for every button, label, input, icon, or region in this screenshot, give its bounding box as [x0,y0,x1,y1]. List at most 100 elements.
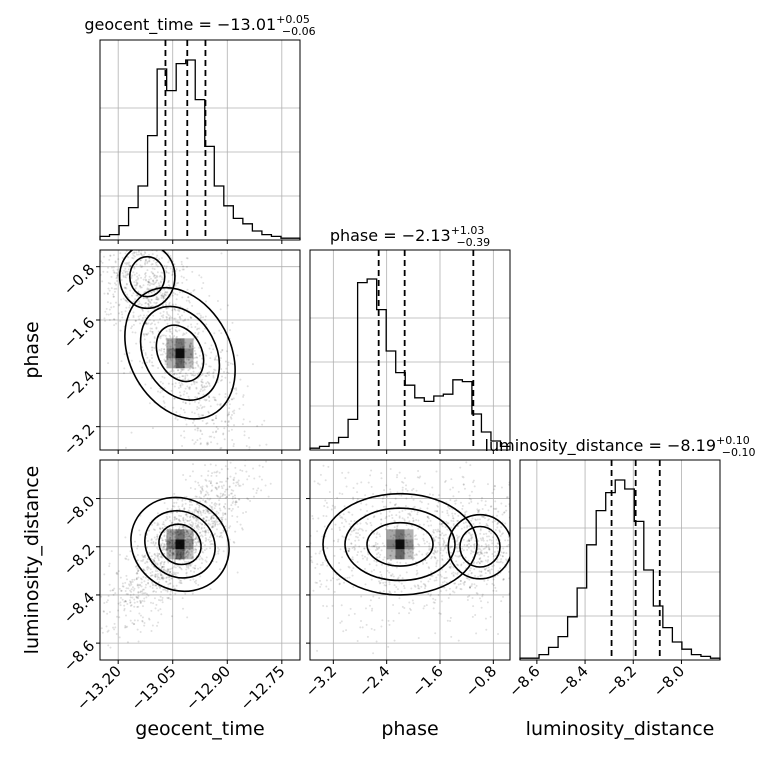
sample-point [268,466,270,468]
sample-point [420,585,423,588]
sample-point [153,323,156,326]
sample-point [185,545,188,548]
sample-point [216,535,219,538]
sample-point [463,583,466,586]
sample-point [162,577,165,580]
sample-point [215,487,218,490]
sample-point [182,518,185,521]
sample-point [399,561,402,564]
sample-point [111,245,113,247]
sample-point [413,584,416,587]
sample-point [231,507,234,510]
sample-point [163,501,166,504]
sample-point [162,304,165,307]
sample-point [166,290,169,293]
sample-point [178,376,181,379]
sample-point [499,567,502,570]
sample-point [176,565,179,568]
sample-point [430,593,433,596]
sample-point [226,468,229,471]
sample-point [388,583,391,586]
sample-point [475,562,478,565]
sample-point [160,560,163,563]
sample-point [211,508,214,511]
sample-point [368,563,371,566]
sample-point [158,275,161,278]
sample-point [163,264,166,267]
sample-point [147,310,150,313]
sample-point [206,497,209,500]
sample-point [197,521,200,524]
sample-point [161,334,164,337]
sample-point [384,528,387,531]
sample-point [215,494,218,497]
sample-point [196,536,199,539]
sample-point [243,555,245,557]
sample-point [487,544,490,547]
sample-point [441,554,444,557]
sample-point [210,456,212,458]
sample-point [175,373,178,376]
sample-point [124,286,127,289]
sample-point [133,601,136,604]
sample-point [135,342,138,345]
sample-point [436,504,439,507]
sample-point [154,276,157,279]
sample-point [154,573,157,576]
sample-point [201,419,204,422]
sample-point [156,563,159,566]
sample-point [532,548,534,550]
x-tick-label: −8.6 [505,662,543,700]
sample-point [470,572,473,575]
sample-point [205,479,208,482]
sample-point [88,299,90,301]
sample-point [373,515,376,518]
sample-point [373,559,376,562]
sample-point [432,531,435,534]
sample-point [395,527,398,530]
sample-point [446,619,449,622]
histogram-step-luminosity_distance [519,479,721,660]
sample-point [203,398,206,401]
sample-point [71,634,73,636]
sample-point [221,348,224,351]
sample-point [466,577,469,580]
sample-point [462,476,465,479]
sample-point [468,539,471,542]
sample-point [129,596,132,599]
sample-point [410,510,413,513]
sample-point [191,538,194,541]
sample-point [372,544,375,547]
sample-point [218,507,221,510]
sample-point [380,563,383,566]
sample-point [208,512,211,515]
sample-point [169,549,172,552]
sample-point [224,376,227,379]
contour-line [322,492,478,596]
sample-point [136,547,139,550]
sample-point [178,566,181,569]
sample-point [186,307,189,310]
sample-point [173,317,176,320]
sample-point [192,566,195,569]
sample-point [93,257,95,259]
sample-point [82,254,84,256]
sample-point [124,270,127,273]
sample-point [201,378,204,381]
sample-point [183,560,186,563]
sample-point [139,259,142,262]
sample-point [208,371,211,374]
sample-point [210,489,213,492]
sample-point [224,420,227,423]
sample-point [103,601,106,604]
sample-point [122,275,125,278]
sample-point [483,547,486,550]
sample-point [146,333,149,336]
sample-point [197,510,200,513]
sample-point [147,303,150,306]
sample-point [478,597,481,600]
sample-point [116,276,119,279]
sample-point [176,571,179,574]
sample-point [198,312,201,315]
sample-point [452,517,455,520]
